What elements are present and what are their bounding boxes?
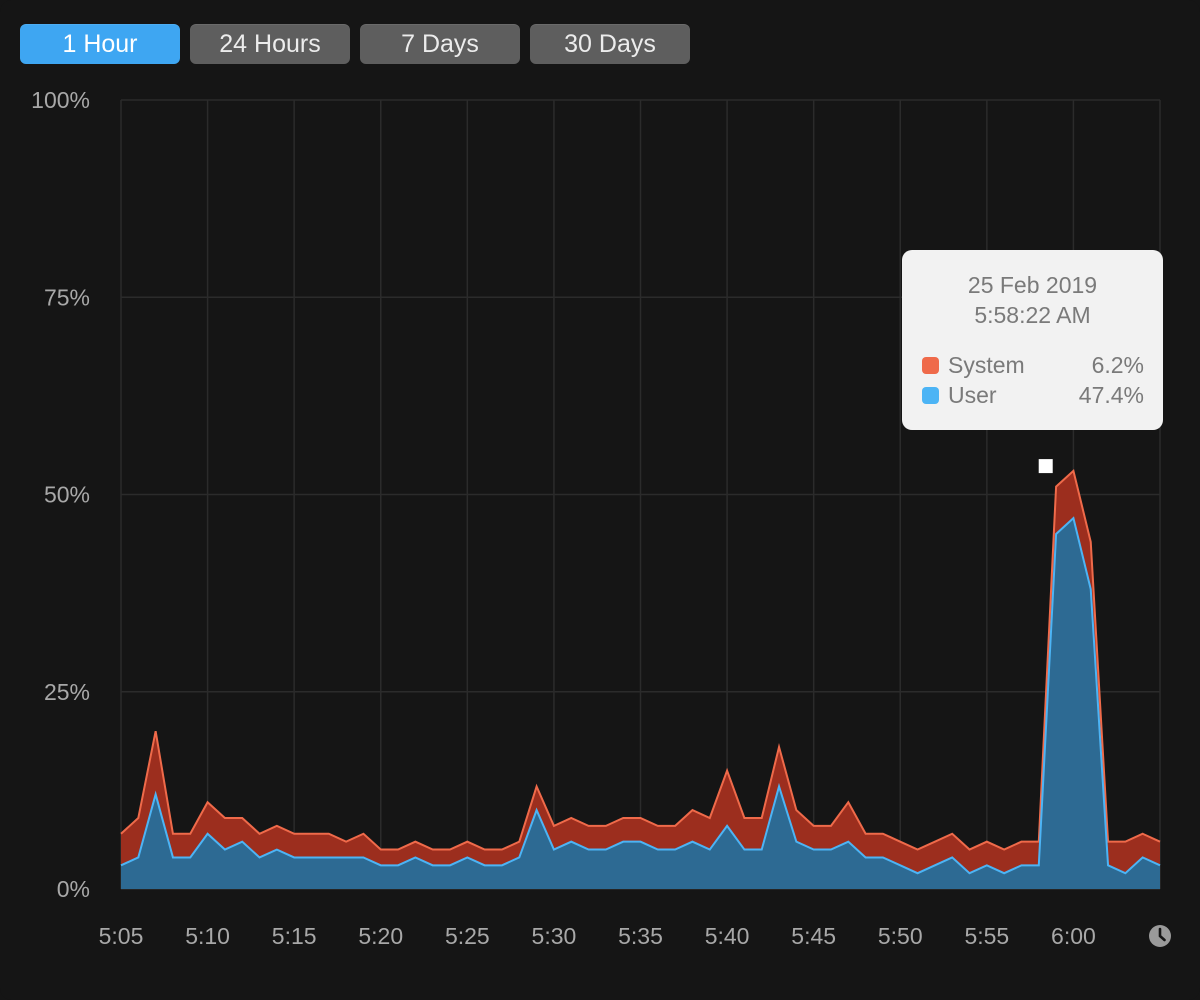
tooltip-user-value: 47.4% [1078, 382, 1144, 408]
y-tick-label: 0% [57, 876, 90, 902]
tooltip-date: 25 Feb 2019 [967, 272, 1098, 298]
chart-tooltip: 25 Feb 2019 5:58:22 AM System 6.2% User … [902, 250, 1163, 430]
x-tick-label: 5:20 [358, 923, 403, 949]
x-tick-label: 5:55 [964, 923, 1009, 949]
x-tick-label: 5:50 [878, 923, 923, 949]
tooltip-system-value: 6.2% [1091, 352, 1144, 378]
clock-icon[interactable] [1148, 924, 1172, 948]
x-tick-label: 5:35 [618, 923, 663, 949]
system-area [121, 470, 1160, 874]
tooltip-row-user: User 47.4% [922, 382, 1144, 410]
range-30-days-button[interactable]: 30 Days [530, 24, 690, 64]
x-tick-label: 5:40 [705, 923, 750, 949]
chart-grid [120, 99, 1161, 890]
x-tick-label: 5:25 [445, 923, 490, 949]
hover-point-marker [1038, 459, 1053, 474]
user-area [121, 518, 1160, 889]
system-swatch [922, 357, 939, 374]
x-tick-label: 5:30 [532, 923, 577, 949]
tooltip-system-label: System [948, 352, 1025, 378]
user-swatch [922, 387, 939, 404]
range-1-hour-button[interactable]: 1 Hour [20, 24, 180, 64]
tooltip-user-label: User [948, 382, 997, 408]
x-tick-label: 5:10 [185, 923, 230, 949]
user-line [120, 516, 1161, 875]
x-tick-label: 6:00 [1051, 923, 1096, 949]
y-tick-label: 25% [44, 679, 90, 705]
chart-areas [120, 468, 1161, 889]
x-tick-label: 5:05 [99, 923, 144, 949]
y-tick-label: 100% [31, 87, 90, 113]
tooltip-row-system: System 6.2% [922, 352, 1144, 380]
chart-axis-labels: 0% 25% 50% 75% 100% 5:05 5:10 5:15 5:20 5:25 5:30 5… [31, 87, 1096, 949]
chart-hover-marker [1038, 459, 1053, 474]
range-7-days-button[interactable]: 7 Days [360, 24, 520, 64]
system-line [120, 468, 1161, 851]
y-tick-label: 75% [44, 284, 90, 310]
x-tick-label: 5:15 [272, 923, 317, 949]
x-tick-label: 5:45 [791, 923, 836, 949]
range-24-hours-button[interactable]: 24 Hours [190, 24, 350, 64]
y-tick-label: 50% [44, 482, 90, 508]
tooltip-time: 5:58:22 AM [974, 302, 1091, 328]
